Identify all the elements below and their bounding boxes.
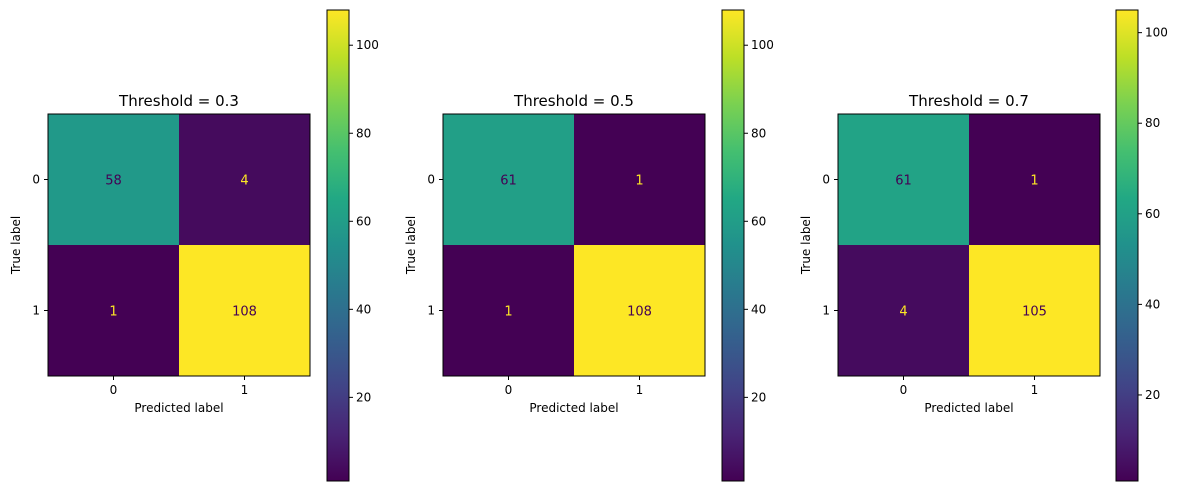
matrix-cell: [838, 245, 970, 377]
matrix-cell: [838, 114, 970, 246]
matrix-cell: [443, 114, 575, 246]
heatmap-frame: [442, 113, 706, 377]
colorbar-gradient: [1116, 10, 1138, 481]
cell-value-label: 4: [899, 305, 907, 320]
colorbar-tick-label: 20: [751, 390, 766, 404]
chart-title: Threshold = 0.5: [513, 92, 634, 110]
colorbar-tick-label: 20: [1145, 388, 1160, 402]
colorbar-tick-label: 40: [356, 302, 371, 316]
confusion-matrix-panel: Threshold = 0.7 61 1 4 105 0 1 0 1 Predicted labe…: [799, 9, 1168, 482]
colorbar-frame: [721, 9, 745, 482]
cell-value-label: 1: [635, 174, 643, 189]
y-tick-label: 0: [32, 173, 40, 187]
colorbar-tick-label: 60: [1145, 207, 1160, 221]
x-axis-label: Predicted label: [134, 401, 223, 415]
colorbar-tick-label: 80: [356, 126, 371, 140]
matrix-cell: [969, 114, 1101, 246]
cell-value-label: 108: [232, 305, 257, 320]
cell-value-label: 1: [504, 305, 512, 320]
cell-value-label: 108: [627, 305, 652, 320]
chart-title: Threshold = 0.7: [908, 92, 1029, 110]
colorbar-tick-label: 80: [1145, 116, 1160, 130]
colorbar-tick-label: 40: [751, 302, 766, 316]
cell-value-label: 4: [240, 174, 248, 189]
x-tick-label: 1: [636, 383, 644, 397]
matrix-cell: [574, 114, 706, 246]
matrix-cell: [48, 114, 180, 246]
colorbar-tick-label: 80: [751, 126, 766, 140]
x-tick-label: 0: [900, 383, 908, 397]
y-tick-label: 0: [427, 173, 435, 187]
matrix-cell: [969, 245, 1101, 377]
chart-title: Threshold = 0.3: [118, 92, 239, 110]
x-tick-label: 1: [1031, 383, 1039, 397]
cell-value-label: 58: [105, 174, 122, 189]
cell-value-label: 61: [500, 174, 517, 189]
cell-value-label: 105: [1022, 305, 1047, 320]
y-axis-label: True label: [9, 216, 23, 275]
y-tick-label: 1: [427, 304, 435, 318]
cell-value-label: 1: [109, 305, 117, 320]
y-axis-label: True label: [404, 216, 418, 275]
y-tick-label: 1: [822, 304, 830, 318]
matrix-cell: [48, 245, 180, 377]
colorbar-frame: [1115, 9, 1139, 482]
colorbar-tick-label: 100: [1145, 26, 1168, 40]
matrix-cell: [443, 245, 575, 377]
colorbar-tick-label: 100: [356, 38, 379, 52]
y-axis-label: True label: [799, 216, 813, 275]
colorbar-tick-label: 20: [356, 390, 371, 404]
y-tick-label: 0: [822, 173, 830, 187]
colorbar-tick-label: 60: [751, 214, 766, 228]
y-tick-label: 1: [32, 304, 40, 318]
colorbar-gradient: [327, 10, 349, 481]
x-tick-label: 1: [241, 383, 249, 397]
cell-value-label: 61: [895, 174, 912, 189]
heatmap-frame: [47, 113, 311, 377]
colorbar-frame: [326, 9, 350, 482]
cell-value-label: 1: [1030, 174, 1038, 189]
x-axis-label: Predicted label: [529, 401, 618, 415]
confusion-matrix-panel: Threshold = 0.5 61 1 1 108 0 1 0 1 Predicted labe…: [404, 9, 774, 482]
heatmap-frame: [837, 113, 1101, 377]
matrix-cell: [179, 114, 311, 246]
matrix-cell: [574, 245, 706, 377]
x-tick-label: 0: [505, 383, 513, 397]
x-tick-label: 0: [110, 383, 118, 397]
matrix-cell: [179, 245, 311, 377]
colorbar-gradient: [722, 10, 744, 481]
colorbar-tick-label: 60: [356, 214, 371, 228]
confusion-matrix-panel: Threshold = 0.3 58 4 1 108 0 1 0 1 Predicted labe…: [9, 9, 379, 482]
colorbar-tick-label: 40: [1145, 297, 1160, 311]
colorbar-tick-label: 100: [751, 38, 774, 52]
x-axis-label: Predicted label: [924, 401, 1013, 415]
